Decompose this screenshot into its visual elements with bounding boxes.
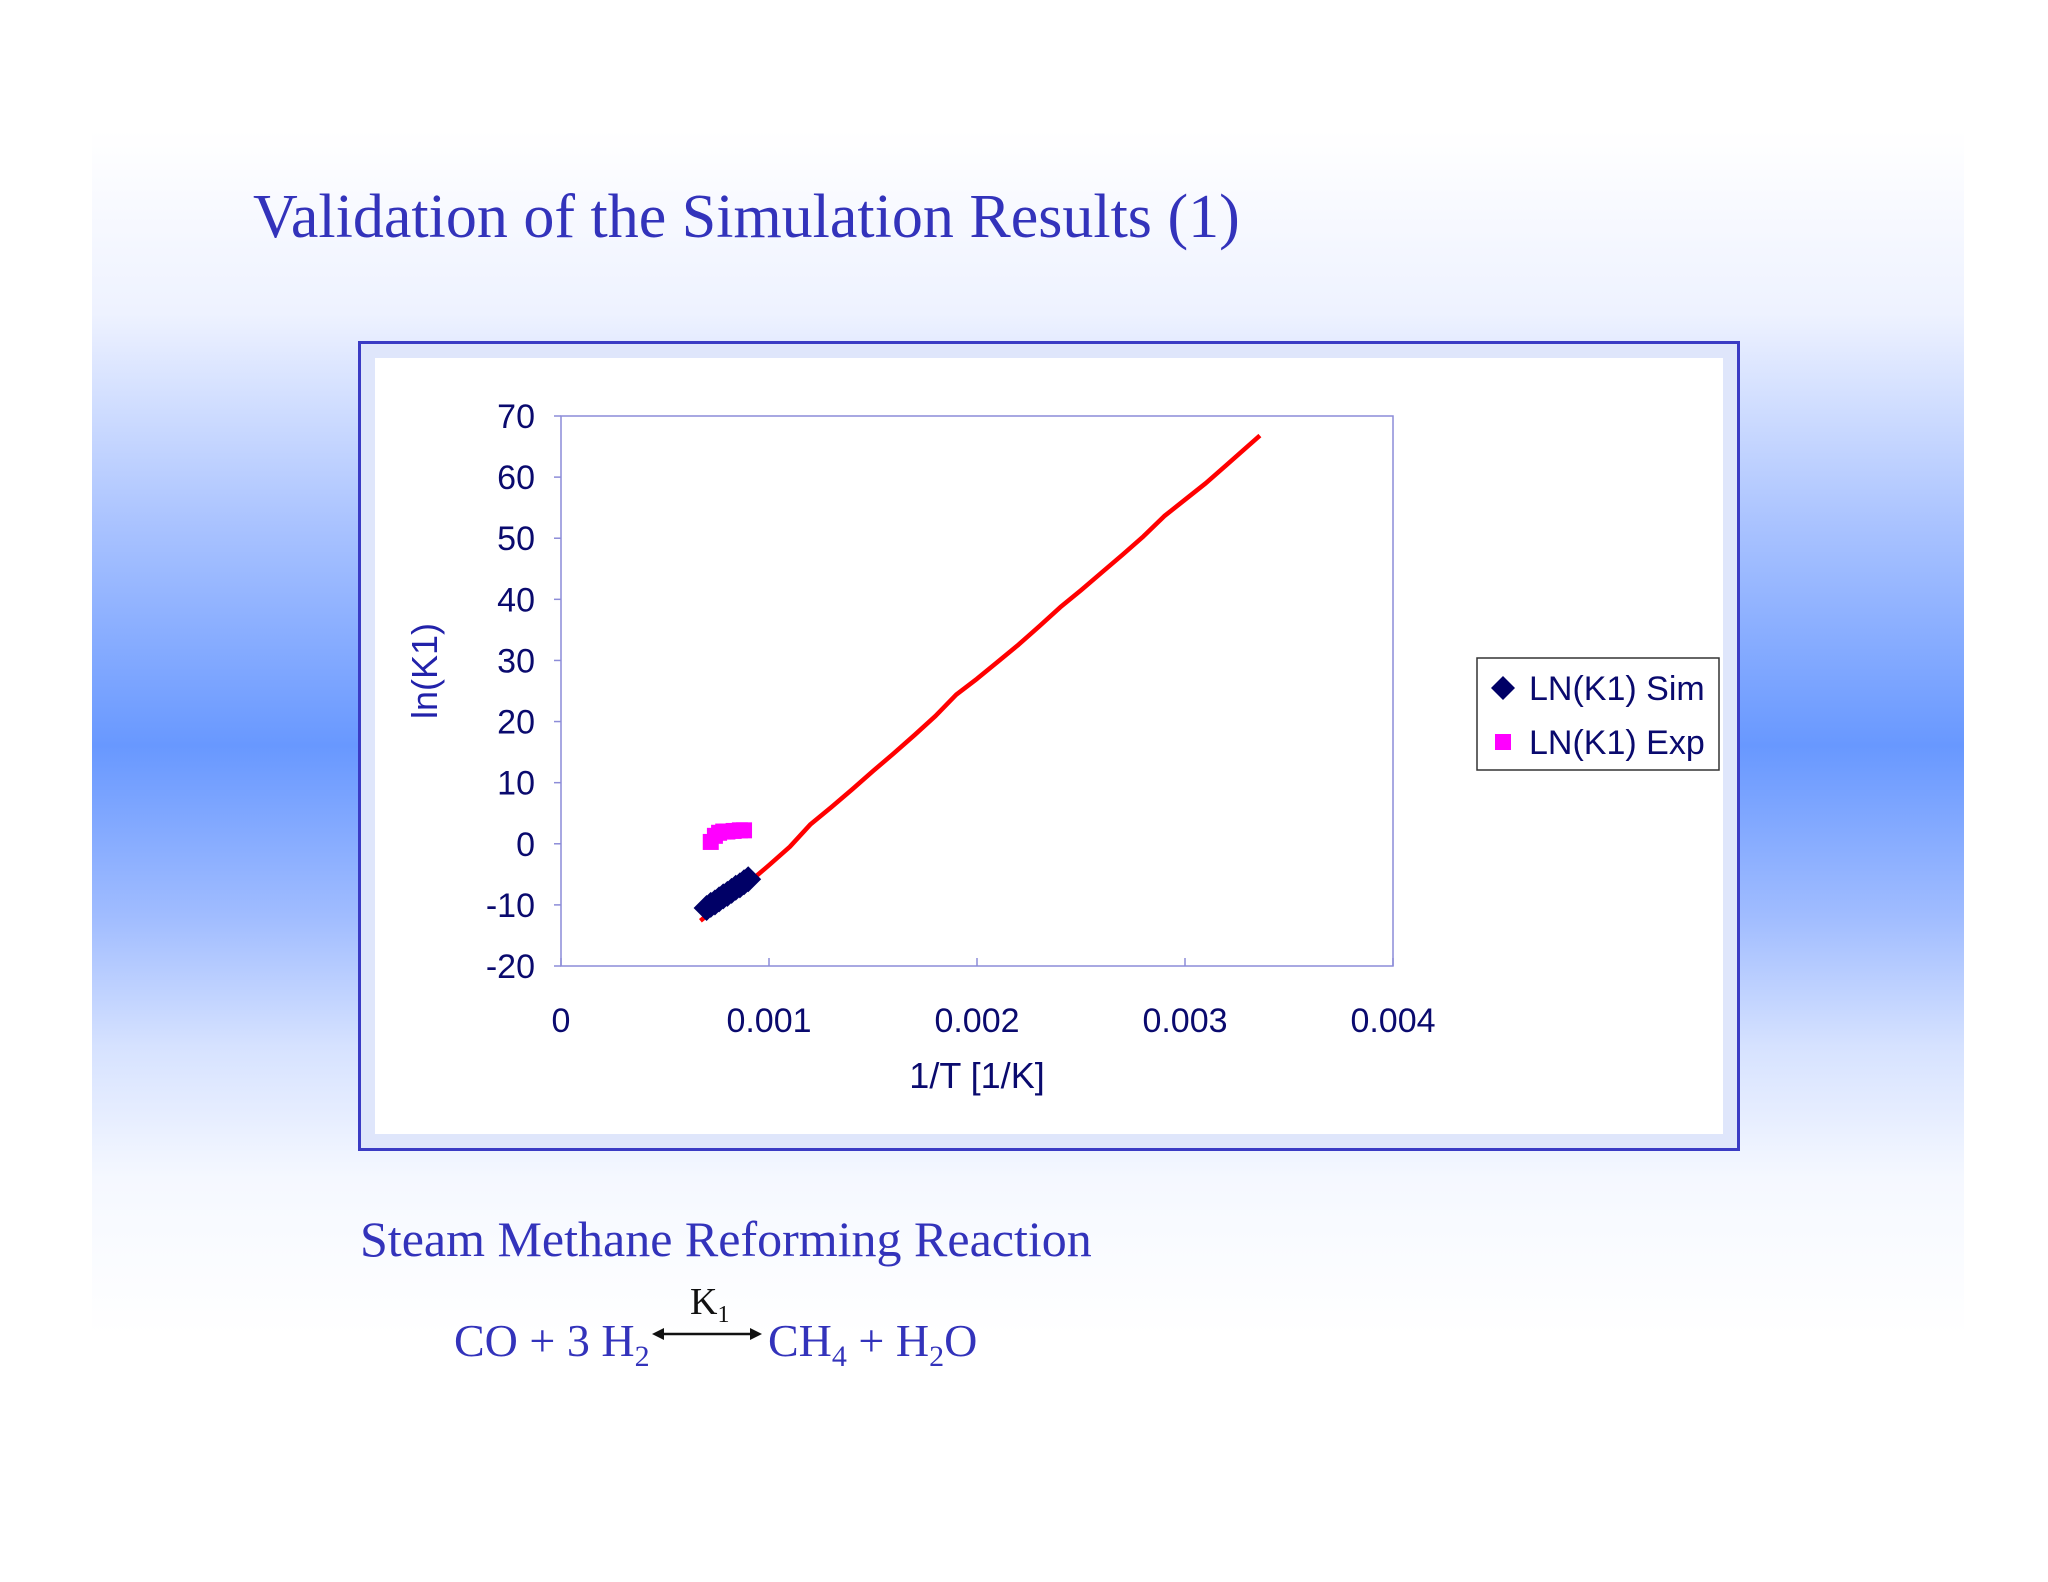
products-subscript-2: 2 bbox=[929, 1340, 945, 1373]
x-axis-label: 1/T [1/K] bbox=[909, 1055, 1044, 1096]
reaction-subtitle: Steam Methane Reforming Reaction bbox=[360, 1211, 1092, 1267]
scatter-chart: 70 60 50 40 30 20 10 0 -10 -20 0 0.001 0.002 0.003 0.0… bbox=[404, 398, 1720, 1096]
products-text-3: O bbox=[944, 1315, 978, 1366]
x-tick-label: 0.001 bbox=[726, 1002, 811, 1040]
x-tick-label: 0.004 bbox=[1350, 1002, 1435, 1040]
products-text-1: CH bbox=[768, 1315, 832, 1366]
legend-box bbox=[1476, 657, 1720, 771]
products-text-2: + H bbox=[846, 1315, 930, 1366]
legend-exp-marker bbox=[1495, 734, 1511, 750]
k-text: K bbox=[690, 1281, 718, 1323]
y-tick-label: -20 bbox=[486, 948, 535, 986]
y-tick-label: 30 bbox=[497, 642, 535, 680]
y-tick-label: 20 bbox=[497, 704, 535, 742]
sim-data-point bbox=[735, 866, 762, 893]
y-axis-label: ln(K1) bbox=[404, 623, 445, 719]
k-subscript: 1 bbox=[717, 1302, 730, 1328]
y-tick-label: 60 bbox=[497, 459, 535, 497]
reaction-equation: CO + 3 H2 K1 CH4 + H2O bbox=[454, 1280, 1154, 1380]
y-tick-label: 0 bbox=[516, 826, 535, 864]
y-tick-label: 10 bbox=[497, 765, 535, 803]
equilibrium-constant-label: K1 bbox=[690, 1280, 729, 1329]
products-subscript-1: 4 bbox=[831, 1340, 847, 1373]
equation-reactants: CO + 3 H2 bbox=[454, 1314, 650, 1374]
y-tick-label: -10 bbox=[486, 887, 535, 925]
y-tick-label: 70 bbox=[497, 398, 535, 436]
reactants-subscript: 2 bbox=[634, 1340, 650, 1373]
fit-line bbox=[698, 433, 1262, 923]
plot-area bbox=[560, 415, 1394, 967]
legend-sim-marker bbox=[1491, 676, 1515, 700]
exp-data-point bbox=[736, 822, 753, 839]
x-tick-label: 0 bbox=[552, 1002, 571, 1040]
legend-entry-label: LN(K1) Exp bbox=[1529, 724, 1705, 762]
slide-title: Validation of the Simulation Results (1) bbox=[253, 183, 1240, 251]
x-tick-label: 0.002 bbox=[934, 1002, 1019, 1040]
y-tick-label: 40 bbox=[497, 581, 535, 619]
equation-products: CH4 + H2O bbox=[768, 1314, 977, 1374]
y-tick-label: 50 bbox=[497, 520, 535, 558]
double-arrow-icon bbox=[652, 1328, 762, 1340]
reactants-text: CO + 3 H bbox=[454, 1315, 635, 1366]
chart-frame: 70 60 50 40 30 20 10 0 -10 -20 0 0.001 0.002 0.003 0.0… bbox=[358, 341, 1740, 1151]
chart-area: 70 60 50 40 30 20 10 0 -10 -20 0 0.001 0.002 0.003 0.0… bbox=[375, 358, 1723, 1134]
legend-entry-label: LN(K1) Sim bbox=[1529, 670, 1705, 708]
x-tick-label: 0.003 bbox=[1142, 1002, 1227, 1040]
